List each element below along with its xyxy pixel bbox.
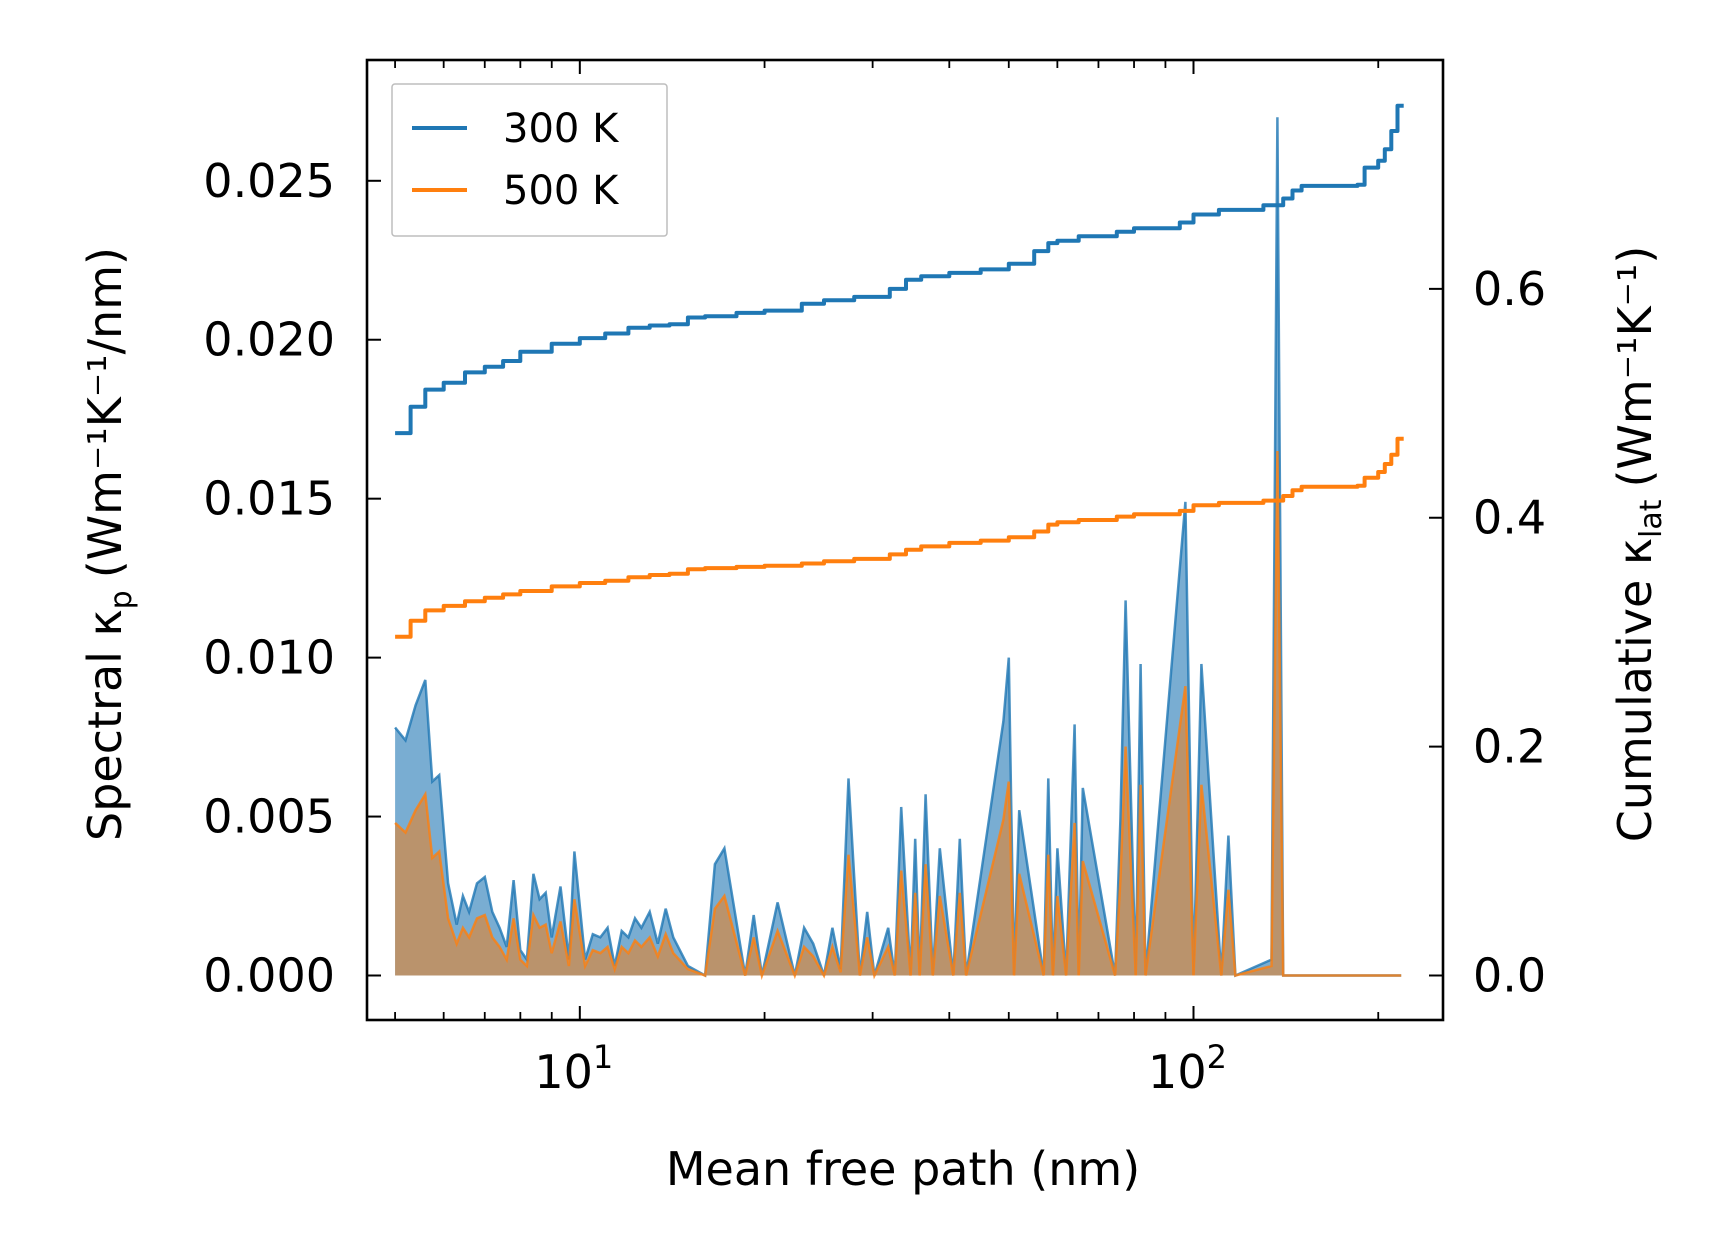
y-right-tick-label: 0.6 [1473, 262, 1546, 316]
y-right-tick-label: 0.4 [1473, 491, 1546, 545]
plot-frame [365, 58, 1445, 1022]
y-left-title-main: Spectral κ [78, 609, 132, 841]
y-left-tick-label: 0.020 [203, 313, 335, 367]
y-left-tick-label: 0.015 [203, 472, 335, 526]
y-left-tick-label: 0.010 [203, 631, 335, 685]
x-tick-base: 10 [534, 1045, 593, 1099]
legend: 300 K 500 K [391, 83, 668, 237]
x-tick-exponent: 2 [1207, 1038, 1227, 1076]
y-right-axis-title: Cumulative κlat (Wm⁻¹K⁻¹) [1608, 246, 1669, 843]
cumulative-line-300k [395, 103, 1404, 436]
x-tick-label: 101 [534, 1038, 613, 1099]
x-axis-title: Mean free path (nm) [666, 1142, 1140, 1196]
y-right-title-unit: (Wm⁻¹K⁻¹) [1608, 246, 1662, 488]
y-left-title-sub: p [104, 590, 139, 609]
cumulative-line-500k [395, 436, 1404, 639]
x-tick-base: 10 [1148, 1045, 1207, 1099]
series-lines [395, 103, 1404, 639]
y-right-tick-label: 0.0 [1473, 948, 1546, 1002]
x-tick-exponent: 1 [593, 1038, 613, 1076]
y-left-axis-title: Spectral κp (Wm⁻¹K⁻¹/nm) [78, 247, 139, 841]
y-left-tick-label: 0.025 [203, 154, 335, 208]
y-right-title-main: Cumulative κ [1608, 538, 1662, 842]
legend-box [391, 83, 668, 237]
y-left-tick-label: 0.005 [203, 790, 335, 844]
y-left-tick-label: 0.000 [203, 948, 335, 1002]
y-right-tick-label: 0.2 [1473, 720, 1546, 774]
legend-label-500k: 500 K [503, 168, 620, 214]
legend-label-300k: 300 K [503, 106, 620, 152]
x-tick-label: 102 [1148, 1038, 1227, 1099]
y-right-title-sub: lat [1634, 499, 1669, 538]
spectral-line-500k [394, 450, 1402, 981]
spectral-line-300k [394, 117, 1402, 978]
y-left-title-unit: (Wm⁻¹K⁻¹/nm) [78, 247, 132, 578]
spectral-area-300k [395, 117, 1402, 976]
axis-ticks: 101 1020.0000.0050.0100.0150.0200.0250.00… [203, 60, 1546, 1099]
spectral-fills [394, 117, 1402, 981]
